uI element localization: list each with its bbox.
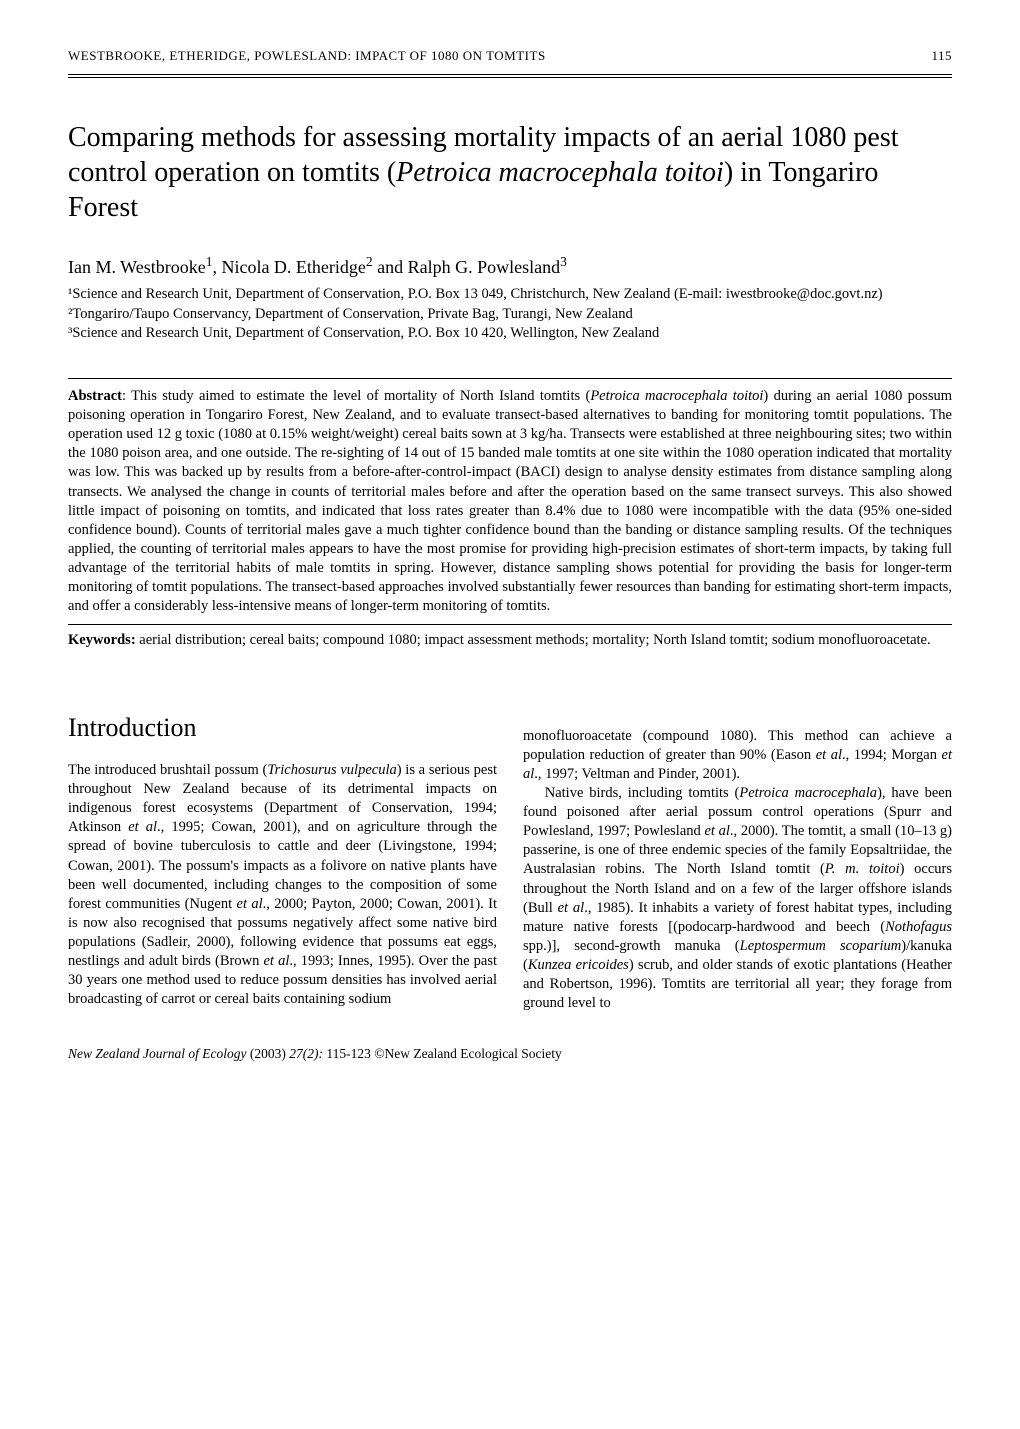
keywords-text: Keywords: aerial distribution; cereal ba…: [68, 625, 952, 650]
header-rule-thick: [68, 74, 952, 75]
abstract-block: Abstract: This study aimed to estimate t…: [68, 378, 952, 651]
affiliation-1: ¹Science and Research Unit, Department o…: [68, 285, 952, 305]
article-title: Comparing methods for assessing mortalit…: [68, 120, 952, 225]
authors-line: Ian M. Westbrooke1, Nicola D. Etheridge2…: [68, 253, 952, 279]
running-head-text: WESTBROOKE, ETHERIDGE, POWLESLAND: IMPAC…: [68, 48, 546, 65]
journal-vol: (2003) 27(2): 115-123 ©New Zealand Ecolo…: [246, 1046, 561, 1061]
keywords-body: aerial distribution; cereal baits; compo…: [136, 632, 931, 648]
column-right: monofluoroacetate (compound 1080). This …: [523, 651, 952, 1014]
introduction-heading: Introduction: [68, 711, 497, 745]
journal-name: New Zealand Journal of Ecology: [68, 1046, 246, 1061]
column-left: Introduction The introduced brushtail po…: [68, 651, 497, 1014]
journal-footer: New Zealand Journal of Ecology (2003) 27…: [68, 1045, 952, 1063]
body-columns: Introduction The introduced brushtail po…: [68, 651, 952, 1014]
abstract-body: : This study aimed to estimate the level…: [68, 388, 952, 614]
header-rule-thin: [68, 77, 952, 78]
affiliation-3: ³Science and Research Unit, Department o…: [68, 324, 952, 344]
running-header: WESTBROOKE, ETHERIDGE, POWLESLAND: IMPAC…: [68, 48, 952, 71]
intro-para-right-1: monofluoroacetate (compound 1080). This …: [523, 727, 952, 784]
page-number: 115: [931, 48, 952, 65]
abstract-label: Abstract: [68, 388, 122, 404]
intro-para-left: The introduced brushtail possum (Trichos…: [68, 761, 497, 1010]
keywords-label: Keywords:: [68, 632, 136, 648]
intro-para-right-2: Native birds, including tomtits (Petroic…: [523, 784, 952, 1014]
affiliation-2: ²Tongariro/Taupo Conservancy, Department…: [68, 305, 952, 325]
abstract-text: Abstract: This study aimed to estimate t…: [68, 379, 952, 625]
